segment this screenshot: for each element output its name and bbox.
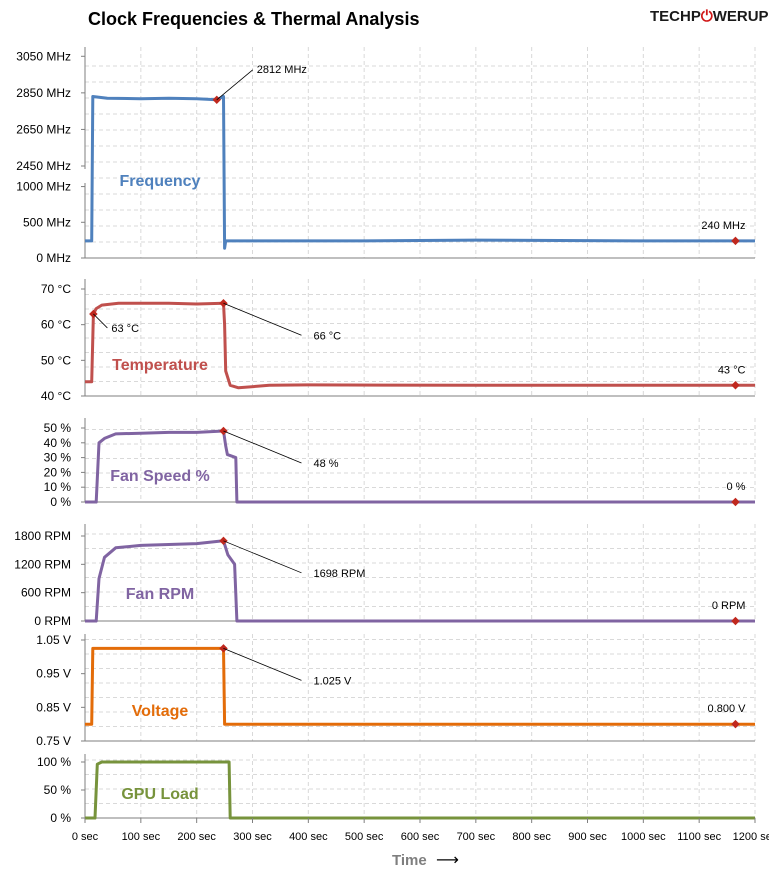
y-tick-label-voltage: 1.05 V	[36, 633, 71, 647]
y-tick-label-fan_speed: 30 %	[44, 451, 72, 465]
logo-text-start: TECHP	[650, 8, 701, 25]
data-label-fan_speed: 0 %	[726, 481, 745, 493]
y-tick-label-voltage: 0.85 V	[36, 700, 71, 714]
x-tick-label: 800 sec	[512, 831, 551, 843]
x-tick-label: 1200 sec	[733, 831, 769, 843]
series-name-fan_rpm: Fan RPM	[126, 586, 194, 603]
data-label-temperature: 66 °C	[313, 330, 341, 342]
data-marker-fan_rpm	[731, 616, 740, 626]
leader-line-fan_speed	[223, 430, 302, 464]
data-label-temperature: 43 °C	[718, 364, 746, 376]
data-marker-frequency	[731, 236, 740, 246]
x-axis-title: Time	[392, 852, 427, 869]
leader-line-temperature	[223, 302, 302, 336]
y-tick-label-gpu_load: 50 %	[44, 783, 72, 797]
data-marker-fan_speed	[731, 497, 740, 507]
x-tick-label: 1100 sec	[677, 831, 721, 843]
series-line-fan_rpm	[85, 539, 755, 623]
data-label-temperature: 63 °C	[111, 323, 139, 335]
chart-title: Clock Frequencies & Thermal Analysis	[88, 9, 420, 29]
y-tick-label-fan_rpm: 1800 RPM	[14, 529, 71, 543]
data-label-fan_speed: 48 %	[313, 458, 338, 470]
series-name-temperature: Temperature	[112, 357, 208, 374]
y-tick-label-temperature: 60 °C	[41, 318, 71, 332]
y-tick-label-temperature: 70 °C	[41, 282, 71, 296]
series-line-fan_speed	[85, 429, 755, 504]
y-tick-label-frequency: 2450 MHz	[16, 159, 71, 173]
x-tick-label: 900 sec	[568, 831, 607, 843]
y-tick-label-frequency: 500 MHz	[23, 215, 71, 229]
techpowerup-logo: TECHP⏻WERUP	[650, 8, 769, 25]
series-name-fan_speed: Fan Speed %	[110, 468, 210, 485]
y-tick-label-fan_rpm: 600 RPM	[21, 586, 71, 600]
x-tick-label: 0 sec	[72, 831, 99, 843]
series-name-frequency: Frequency	[120, 173, 201, 190]
y-tick-label-fan_speed: 40 %	[44, 436, 72, 450]
x-tick-label: 500 sec	[345, 831, 384, 843]
series-line-temperature	[85, 301, 755, 390]
series-line-voltage	[85, 646, 755, 726]
y-tick-label-temperature: 50 °C	[41, 353, 71, 367]
leader-line-fan_rpm	[223, 540, 302, 574]
x-tick-label: 200 sec	[177, 831, 216, 843]
y-tick-label-fan_speed: 20 %	[44, 465, 72, 479]
data-label-voltage: 0.800 V	[708, 703, 747, 715]
data-label-fan_rpm: 0 RPM	[712, 600, 746, 612]
data-label-frequency: 2812 MHz	[257, 64, 307, 76]
x-tick-label: 700 sec	[457, 831, 496, 843]
x-tick-label: 300 sec	[233, 831, 272, 843]
axis-break-gap	[82, 169, 92, 183]
series-line-frequency	[85, 95, 755, 250]
data-label-fan_rpm: 1698 RPM	[313, 568, 365, 580]
x-axis-arrow-icon: ⟶	[436, 852, 459, 869]
y-tick-label-gpu_load: 0 %	[50, 811, 71, 825]
y-tick-label-fan_speed: 50 %	[44, 421, 72, 435]
x-tick-label: 400 sec	[289, 831, 328, 843]
y-tick-label-temperature: 40 °C	[41, 389, 71, 403]
y-tick-label-voltage: 0.95 V	[36, 667, 71, 681]
data-label-frequency: 240 MHz	[701, 220, 745, 232]
y-tick-label-fan_rpm: 0 RPM	[34, 614, 71, 628]
leader-line-temperature	[93, 313, 108, 329]
y-tick-label-frequency: 1000 MHz	[16, 180, 71, 194]
y-tick-label-fan_rpm: 1200 RPM	[14, 557, 71, 571]
x-tick-label: 100 sec	[122, 831, 161, 843]
series-line-gpu_load	[85, 760, 755, 820]
data-marker-voltage	[731, 719, 740, 729]
series-name-voltage: Voltage	[132, 703, 189, 720]
y-tick-label-frequency: 0 MHz	[36, 251, 71, 265]
x-tick-label: 600 sec	[401, 831, 440, 843]
y-tick-label-fan_speed: 0 %	[50, 495, 71, 509]
leader-line-voltage	[223, 648, 302, 681]
y-tick-label-frequency: 3050 MHz	[16, 49, 71, 63]
y-tick-label-frequency: 2850 MHz	[16, 86, 71, 100]
y-tick-label-frequency: 2650 MHz	[16, 122, 71, 136]
data-marker-temperature	[731, 381, 740, 390]
logo-text-end: WERUP	[712, 8, 769, 25]
leader-line-frequency	[216, 69, 254, 101]
y-tick-label-gpu_load: 100 %	[37, 755, 71, 769]
power-icon: ⏻	[700, 8, 713, 25]
series-name-gpu_load: GPU Load	[121, 786, 198, 803]
data-label-voltage: 1.025 V	[313, 675, 352, 687]
y-tick-label-fan_speed: 10 %	[44, 480, 72, 494]
x-tick-label: 1000 sec	[621, 831, 666, 843]
y-tick-label-voltage: 0.75 V	[36, 734, 71, 748]
